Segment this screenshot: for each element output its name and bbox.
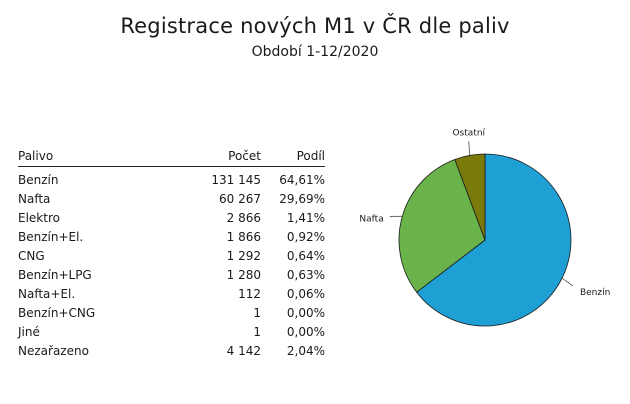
fuel-name: Benzín [18,173,59,187]
fuel-count: 2 866 [226,211,261,225]
fuel-share: 64,61% [279,173,325,187]
table-row: Benzín 131 145 64,61% [18,167,325,191]
column-header-fuel: Palivo [18,146,183,167]
pie-label-benzín: Benzín [580,288,610,298]
column-header-share: Podíl [261,146,325,167]
fuel-name: Benzín+LPG [18,268,92,282]
table-row: Jiné 1 0,00% [18,323,325,342]
table-row: Benzín+LPG 1 280 0,63% [18,266,325,285]
fuel-share: 1,41% [286,211,325,225]
fuel-name: Benzín+CNG [18,306,96,320]
fuel-name: Nezařazeno [18,344,89,358]
fuel-share: 0,63% [286,268,325,282]
fuel-name: Jiné [18,325,40,339]
fuel-count: 1 [253,325,261,339]
fuel-name: Elektro [18,211,60,225]
pie-slice-benzín [416,153,572,327]
fuel-count: 112 [238,287,261,301]
table-row: CNG 1 292 0,64% [18,247,325,266]
fuel-name: Nafta [18,192,51,206]
fuel-count: 1 292 [226,249,261,263]
fuel-share: 0,00% [286,325,325,339]
chart-title: Registrace nových M1 v ČR dle paliv [120,14,510,38]
fuel-share: 0,00% [286,306,325,320]
table-row: Benzín+El. 1 866 0,92% [18,228,325,247]
table-row: Nafta 60 267 29,69% [18,190,325,209]
fuel-name: CNG [18,249,45,263]
fuel-share: 2,04% [286,344,325,358]
pie-chart: Benzín Nafta Ostatní [359,128,610,327]
fuel-count: 60 267 [219,192,261,206]
fuel-count: 1 866 [226,230,261,244]
table-header-row: Palivo Počet Podíl [18,146,325,167]
fuel-share: 0,64% [286,249,325,263]
fuel-table: Palivo Počet Podíl Benzín 131 145 64,61% N… [18,146,325,361]
fuel-share: 29,69% [279,192,325,206]
fuel-name: Benzín+El. [18,230,84,244]
pie-label-ostatní: Ostatní [452,128,485,138]
pie-label-nafta: Nafta [359,214,383,224]
chart-subtitle: Období 1-12/2020 [251,44,379,60]
column-header-count: Počet [183,146,261,167]
fuel-count: 131 145 [211,173,261,187]
fuel-share: 0,06% [286,287,325,301]
fuel-count: 1 280 [226,268,261,282]
table-row: Nezařazeno 4 142 2,04% [18,342,325,361]
pie-leader-line [561,277,574,287]
fuel-count: 4 142 [226,344,261,358]
pie-leader-line [468,141,471,156]
table-row: Elektro 2 866 1,41% [18,209,325,228]
fuel-name: Nafta+El. [18,287,76,301]
pie-slice-nafta [398,158,486,293]
fuel-count: 1 [253,306,261,320]
table-row: Nafta+El. 112 0,06% [18,285,325,304]
table-row: Benzín+CNG 1 0,00% [18,304,325,323]
fuel-share: 0,92% [286,230,325,244]
